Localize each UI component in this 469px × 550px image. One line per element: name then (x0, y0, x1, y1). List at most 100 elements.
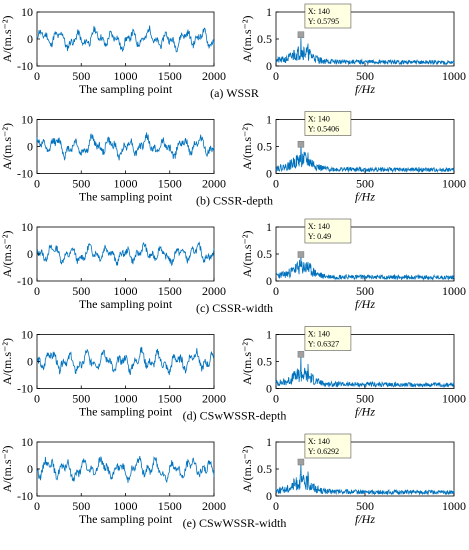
datatip-x: X: 140 (308, 7, 330, 16)
x-tick-label: 500 (356, 177, 374, 191)
datatip-box (304, 433, 352, 459)
x-axis-label: f/Hz (355, 82, 375, 96)
x-tick-label: 1500 (158, 69, 182, 83)
datatip-box (304, 218, 352, 244)
y-axis-label: A/(m.s⁻²) (240, 16, 254, 63)
x-tick-label: 1000 (442, 392, 466, 406)
y-tick-label: 1 (266, 5, 272, 19)
y-tick-label: 10 (21, 5, 33, 19)
y-tick-label: 0.5 (257, 140, 272, 154)
time-signal-line (36, 241, 215, 267)
spectrum-line (275, 354, 455, 389)
peak-marker (297, 31, 305, 38)
x-tick-label: 2000 (202, 177, 226, 191)
x-tick-label: 500 (72, 177, 90, 191)
x-tick-label: 500 (356, 69, 374, 83)
y-tick-label: 0.5 (257, 462, 272, 476)
x-axis-label: f/Hz (355, 190, 375, 204)
datatip-y: Y: 0.49 (308, 232, 331, 241)
datatip-box (304, 3, 352, 29)
x-tick-label: 1500 (158, 392, 182, 406)
spectrum-line (275, 254, 455, 281)
time-signal-line (36, 25, 215, 53)
y-tick-label: -10 (17, 382, 33, 396)
x-tick-label: 500 (72, 392, 90, 406)
x-tick-label: 500 (356, 499, 374, 513)
y-tick-label: 10 (21, 435, 33, 449)
y-tick-label: 0 (27, 355, 33, 369)
x-tick-label: 1500 (158, 284, 182, 298)
y-tick-label: 0 (27, 32, 33, 46)
x-axis-label: The sampling point (79, 512, 173, 526)
x-tick-label: 0 (34, 499, 40, 513)
x-tick-label: 500 (72, 499, 90, 513)
y-axis-label: A/(m.s⁻²) (240, 338, 254, 385)
x-tick-label: 2000 (202, 69, 226, 83)
datatip-x: X: 140 (308, 222, 330, 231)
spectrum-line (275, 461, 455, 496)
spectrum-plot-frame (275, 334, 455, 389)
y-axis-label: A/(m.s⁻²) (0, 231, 14, 278)
y-axis-label: A/(m.s⁻²) (240, 123, 254, 170)
time-signal-line (36, 346, 215, 376)
x-tick-label: 500 (356, 392, 374, 406)
y-axis-label: A/(m.s⁻²) (0, 16, 14, 63)
y-tick-label: 0 (266, 382, 272, 396)
time-signal-line (36, 455, 215, 483)
x-tick-label: 0 (273, 69, 279, 83)
x-tick-label: 1500 (158, 177, 182, 191)
y-tick-label: 0 (266, 274, 272, 288)
y-axis-label: A/(m.s⁻²) (0, 446, 14, 493)
x-tick-label: 0 (34, 69, 40, 83)
x-tick-label: 0 (273, 392, 279, 406)
peak-marker (297, 251, 305, 258)
panel-caption: (a) WSSR (210, 86, 259, 100)
y-tick-label: -10 (17, 59, 33, 73)
x-axis-label: The sampling point (79, 297, 173, 311)
x-axis-label: f/Hz (355, 512, 375, 526)
panel-caption: (b) CSSR-depth (196, 194, 273, 208)
y-tick-label: 0.5 (257, 247, 272, 261)
spectrum-plot-frame (275, 441, 455, 497)
x-tick-label: 500 (72, 284, 90, 298)
x-tick-label: 1000 (442, 69, 466, 83)
y-tick-label: -10 (17, 274, 33, 288)
y-tick-label: 1 (266, 220, 272, 234)
y-tick-label: 0 (266, 489, 272, 503)
x-tick-label: 1000 (114, 499, 138, 513)
x-tick-label: 1000 (114, 392, 138, 406)
datatip-x: X: 140 (308, 330, 330, 339)
x-tick-label: 0 (273, 284, 279, 298)
y-tick-label: 1 (266, 113, 272, 127)
y-tick-label: 10 (21, 220, 33, 234)
x-tick-label: 0 (273, 499, 279, 513)
panel-caption: (d) CSwWSSR-depth (183, 409, 287, 423)
x-axis-label: The sampling point (79, 405, 173, 419)
x-tick-label: 1000 (114, 177, 138, 191)
y-axis-label: A/(m.s⁻²) (0, 123, 14, 170)
x-tick-label: 1000 (442, 284, 466, 298)
x-tick-label: 1000 (442, 499, 466, 513)
y-tick-label: 10 (21, 113, 33, 127)
y-axis-label: A/(m.s⁻²) (240, 231, 254, 278)
y-tick-label: 0 (266, 59, 272, 73)
x-tick-label: 500 (356, 284, 374, 298)
datatip-y: Y: 0.6292 (308, 447, 339, 456)
x-axis-label: The sampling point (79, 82, 173, 96)
x-tick-label: 2000 (202, 499, 226, 513)
y-tick-label: -10 (17, 167, 33, 181)
datatip-x: X: 140 (308, 437, 330, 446)
x-tick-label: 0 (34, 392, 40, 406)
y-tick-label: 1 (266, 328, 272, 342)
y-axis-label: A/(m.s⁻²) (0, 338, 14, 385)
time-signal-line (36, 132, 215, 161)
